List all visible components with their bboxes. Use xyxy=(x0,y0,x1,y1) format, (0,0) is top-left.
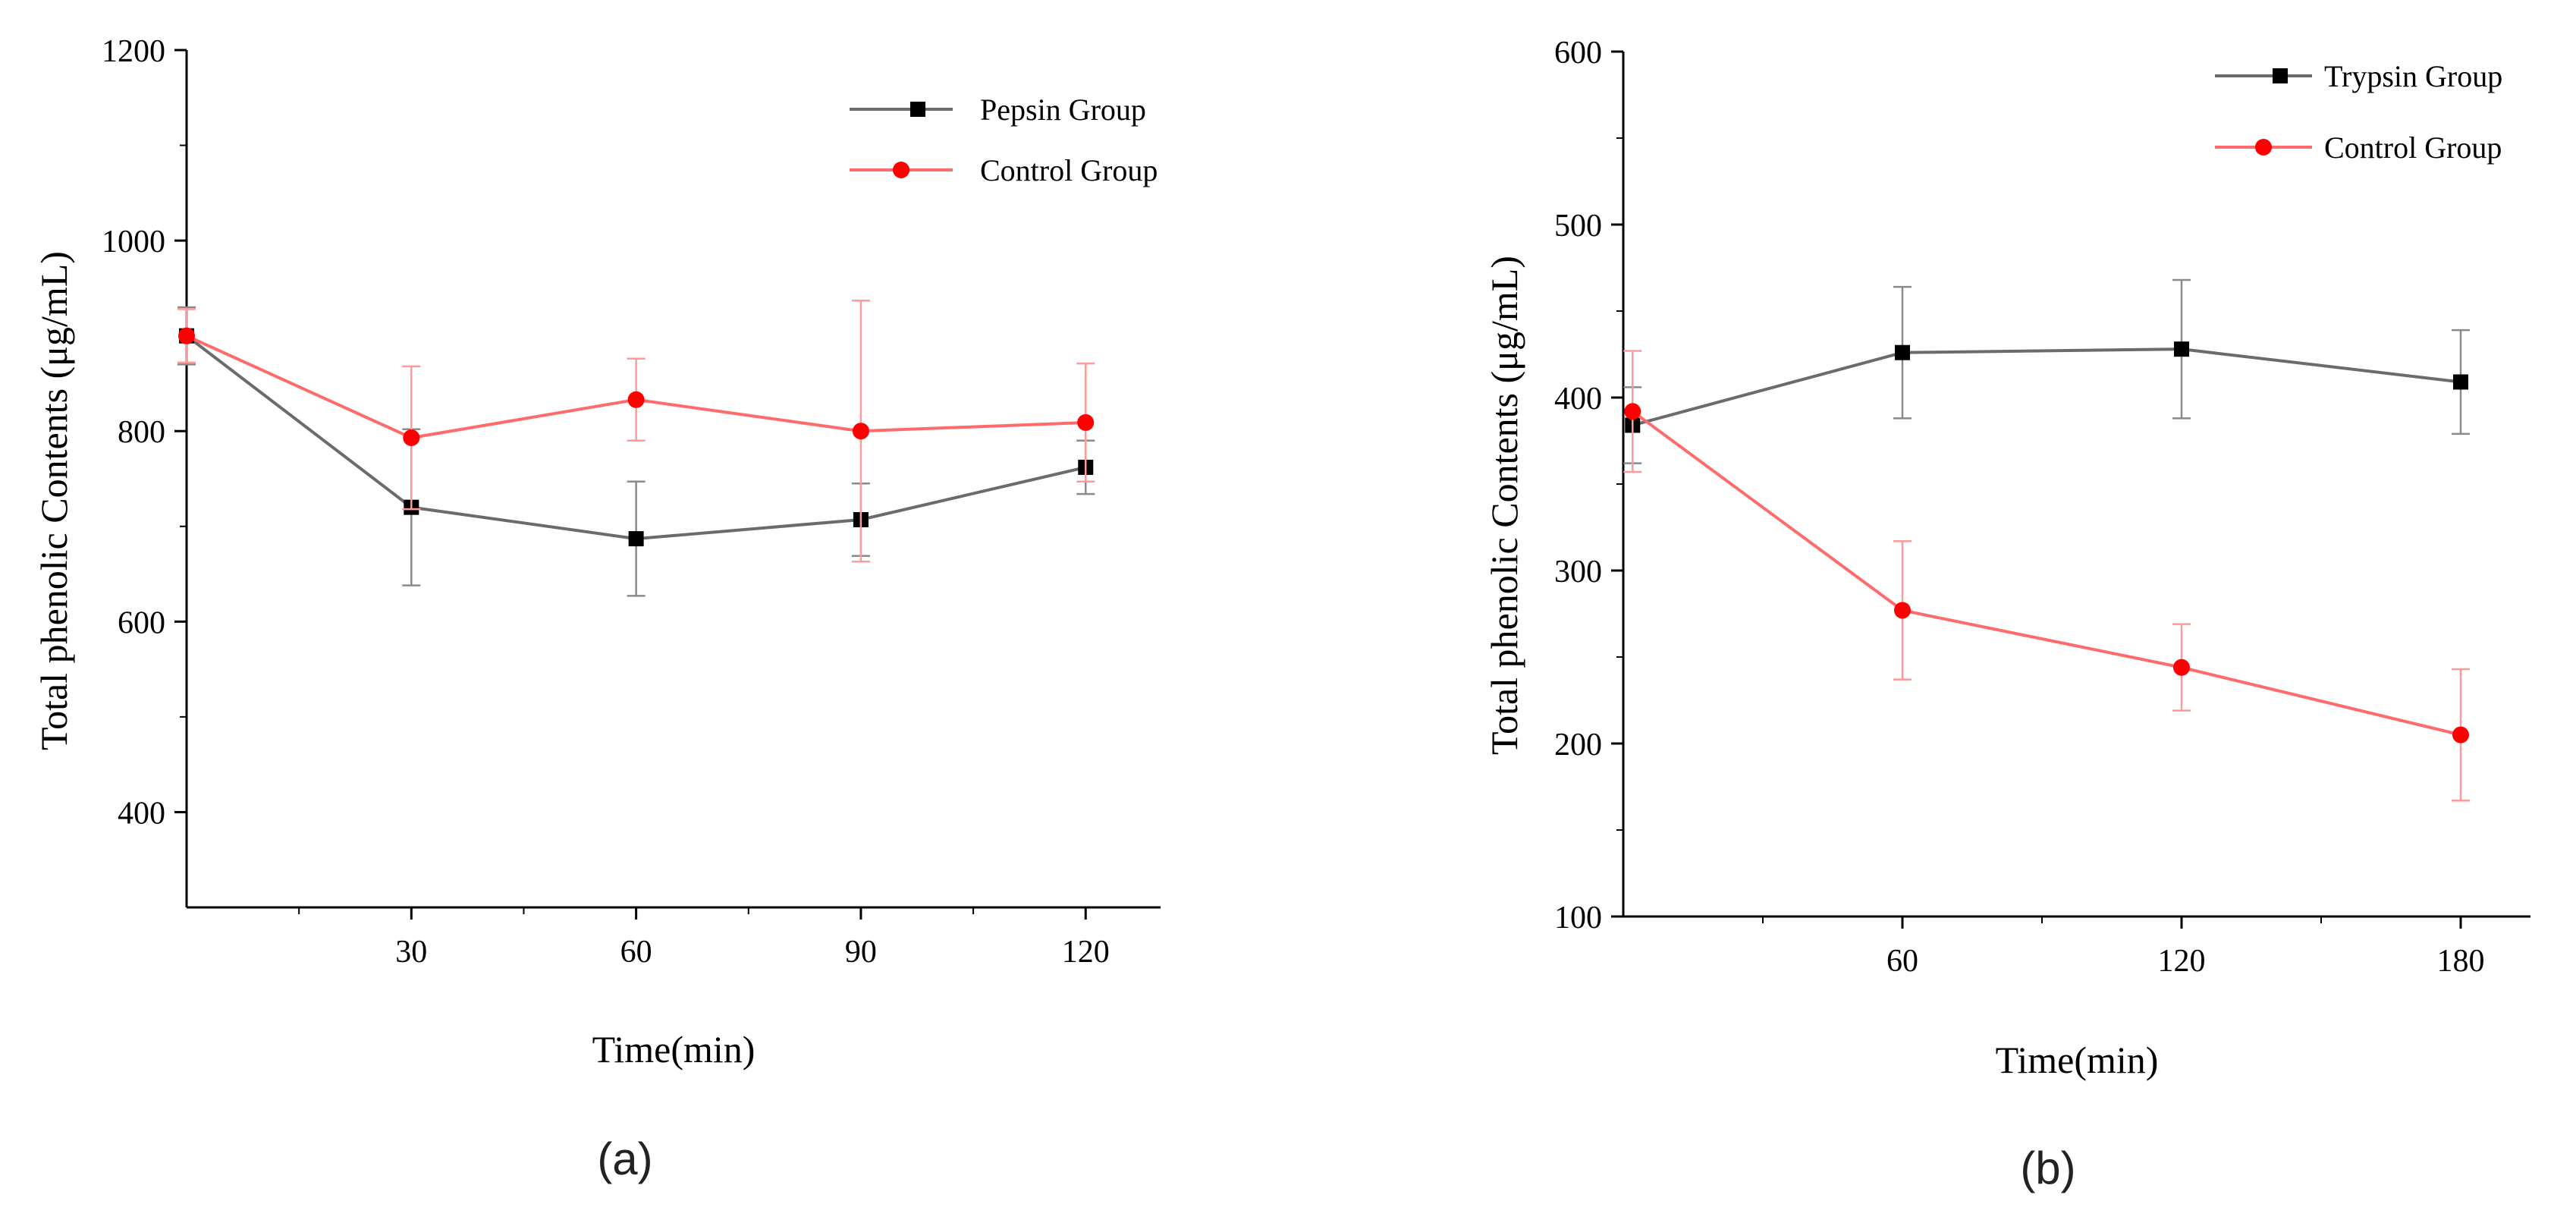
y-tick-label: 200 xyxy=(1554,728,1602,762)
series-control-group xyxy=(177,299,1095,563)
data-point-circle xyxy=(1894,602,1911,619)
data-point-circle xyxy=(1077,413,1095,431)
x-tick-label: 120 xyxy=(1062,935,1110,970)
y-axis-label: Total phenolic Contents (μg/mL) xyxy=(1483,256,1525,755)
series-pepsin-group xyxy=(177,306,1095,597)
y-tick-label: 600 xyxy=(118,605,165,640)
panel-caption: (b) xyxy=(2020,1143,2075,1193)
legend-marker-square xyxy=(910,102,925,117)
data-point-square xyxy=(628,531,644,547)
chart-panel-a: 400 600 800 1000 1200 30 60 90 120 Time(min) Total… xyxy=(33,34,1161,1184)
x-axis-label: Time(min) xyxy=(592,1028,756,1071)
legend-label: Pepsin Group xyxy=(980,93,1146,127)
data-point-circle xyxy=(1624,403,1641,420)
y-tick-label: 1200 xyxy=(102,34,165,69)
data-point-square xyxy=(2453,374,2468,390)
x-axis-label: Time(min) xyxy=(1996,1039,2159,1081)
data-point-circle xyxy=(403,429,420,447)
y-tick-label: 400 xyxy=(118,796,165,831)
data-point-circle xyxy=(2173,659,2190,676)
legend-label: Control Group xyxy=(980,153,1158,187)
data-point-circle xyxy=(2452,726,2469,744)
x-tick-label: 30 xyxy=(395,935,427,970)
y-tick-label: 300 xyxy=(1554,555,1602,589)
series-line xyxy=(1632,410,2461,737)
legend-entry: Trypsin Group xyxy=(2215,59,2502,93)
series-line xyxy=(1632,347,2461,427)
y-tick-label: 400 xyxy=(1554,382,1602,417)
legend-marker-square xyxy=(2273,68,2288,83)
x-tick-label: 60 xyxy=(1886,944,1918,979)
y-axis-label: Total phenolic Contents (μg/mL) xyxy=(33,251,75,750)
data-point-square xyxy=(1895,344,1910,360)
x-tick-label: 120 xyxy=(2158,944,2206,979)
legend-label: Trypsin Group xyxy=(2324,59,2502,93)
data-point-square xyxy=(2174,341,2189,357)
y-tick-label: 1000 xyxy=(102,225,165,259)
legend-entry: Control Group xyxy=(2215,130,2502,165)
x-tick-label: 180 xyxy=(2437,944,2485,979)
y-tick-label: 800 xyxy=(118,415,165,450)
series-control-group xyxy=(1623,350,2470,802)
chart-panel-b: 100 200 300 400 500 600 60 120 180 Time(min) Total… xyxy=(1483,36,2530,1193)
legend-entry: Pepsin Group xyxy=(850,93,1146,127)
x-tick-label: 60 xyxy=(620,935,652,970)
y-tick-label: 100 xyxy=(1554,901,1602,935)
data-point-circle xyxy=(627,391,645,408)
series-trypsin-group xyxy=(1623,278,2470,464)
y-tick-label: 500 xyxy=(1554,209,1602,244)
y-tick-label: 600 xyxy=(1554,36,1602,71)
legend-marker-circle xyxy=(893,162,909,178)
legend-entry: Control Group xyxy=(850,153,1158,187)
x-tick-label: 90 xyxy=(845,935,877,970)
data-point-circle xyxy=(852,423,869,440)
panel-caption: (a) xyxy=(597,1133,652,1184)
data-point-circle xyxy=(178,327,195,344)
legend-marker-circle xyxy=(2255,139,2272,156)
legend-label: Control Group xyxy=(2324,130,2502,165)
